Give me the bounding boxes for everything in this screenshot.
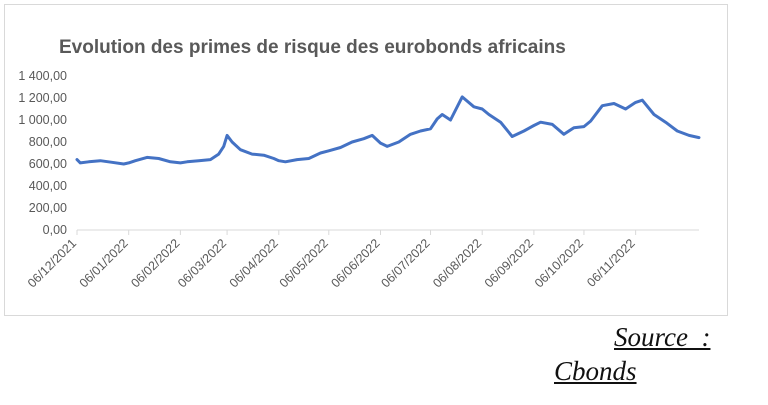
plot-area bbox=[75, 95, 701, 166]
x-tick-label: 06/01/2022 bbox=[77, 236, 131, 290]
y-tick-label: 600,00 bbox=[29, 157, 67, 171]
x-axis: 06/12/202106/01/202206/02/202206/03/2022… bbox=[25, 230, 638, 290]
x-tick-label: 06/09/2022 bbox=[482, 236, 536, 290]
chart-frame: Evolution des primes de risque des eurob… bbox=[4, 4, 728, 316]
y-tick-label: 1 200,00 bbox=[18, 91, 67, 105]
x-tick-label: 06/11/2022 bbox=[584, 236, 638, 290]
x-tick-label: 06/06/2022 bbox=[328, 236, 382, 290]
y-tick-label: 0,00 bbox=[43, 223, 67, 237]
x-tick-label: 06/04/2022 bbox=[227, 236, 281, 290]
line-chart: Evolution des primes de risque des eurob… bbox=[18, 37, 701, 290]
source-label: Source : bbox=[614, 322, 711, 352]
y-tick-label: 800,00 bbox=[29, 135, 67, 149]
y-tick-label: 1 000,00 bbox=[18, 113, 67, 127]
chart-title: Evolution des primes de risque des eurob… bbox=[59, 37, 566, 58]
x-tick-label: 06/10/2022 bbox=[532, 236, 586, 290]
y-tick-label: 200,00 bbox=[29, 201, 67, 215]
x-tick-label: 06/03/2022 bbox=[175, 236, 229, 290]
y-tick-label: 1 400,00 bbox=[18, 69, 67, 83]
x-tick-label: 06/05/2022 bbox=[277, 236, 331, 290]
x-tick-label: 06/02/2022 bbox=[128, 236, 182, 290]
y-tick-label: 400,00 bbox=[29, 179, 67, 193]
x-tick-label: 06/08/2022 bbox=[430, 236, 484, 290]
series-line bbox=[75, 95, 701, 166]
source-name: Cbonds bbox=[554, 356, 637, 386]
x-tick-label: 06/12/2021 bbox=[25, 236, 79, 290]
x-tick-label: 06/07/2022 bbox=[379, 236, 433, 290]
y-axis: 0,00 200,00 400,00 600,00 800,00 1 000,00 1 20… bbox=[18, 69, 699, 237]
